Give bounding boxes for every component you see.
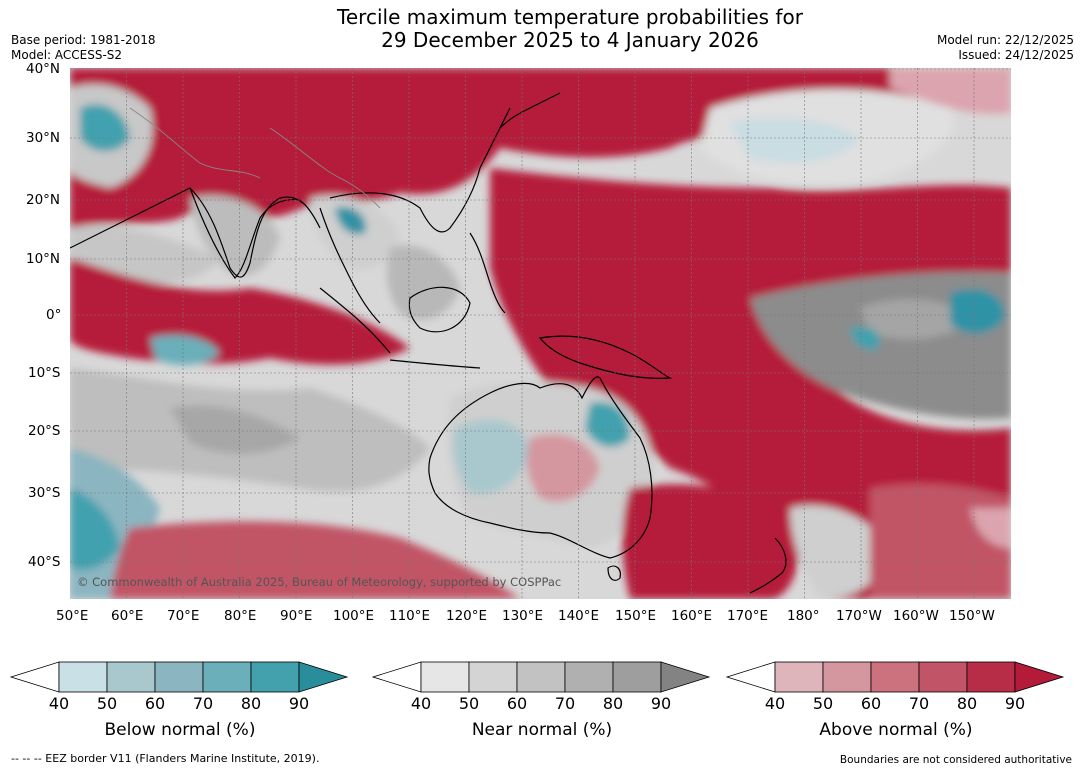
lon-label: 110°E (389, 608, 431, 624)
lon-label: 50°E (56, 608, 89, 624)
colorbar-segment (420, 661, 470, 693)
colorbar-ticks-near: 40 50 60 70 80 90 (372, 694, 712, 714)
tick-label: 80 (602, 694, 624, 713)
colorbar-segment (468, 661, 518, 693)
lat-label: 40°N (26, 61, 61, 77)
lon-label: 160°E (671, 608, 713, 624)
lon-label: 170°E (727, 608, 769, 624)
colorbar-extension-low (726, 661, 776, 693)
colorbar-extension-low (10, 661, 60, 693)
colorbar-ticks-below: 40 50 60 70 80 90 (10, 694, 350, 714)
tick-label: 90 (288, 694, 310, 713)
tick-label: 90 (1004, 694, 1026, 713)
colorbar-segment (106, 661, 156, 693)
lon-label: 100°E (333, 608, 375, 624)
colorbar-label-near: Near normal (%) (471, 720, 613, 740)
lon-label: 150°E (615, 608, 657, 624)
tick-label: 60 (144, 694, 166, 713)
colorbar-extension-low (372, 661, 422, 693)
colorbar-segment (822, 661, 872, 693)
coastlines (70, 92, 787, 594)
colorbar-ticks-above: 40 50 60 70 80 90 (726, 694, 1066, 714)
colorbar-label-above: Above normal (%) (819, 720, 973, 740)
model-name: Model: ACCESS-S2 (11, 48, 123, 62)
colorbar-label-below: Below normal (%) (104, 720, 256, 740)
lat-label: 30°S (28, 485, 61, 501)
tick-label: 60 (506, 694, 528, 713)
lat-label: 10°S (28, 365, 61, 381)
colorbar-above-normal (726, 661, 1065, 693)
map-title-line2: 29 December 2025 to 4 January 2026 (381, 28, 759, 52)
tick-label: 80 (956, 694, 978, 713)
lon-label: 80°E (224, 608, 257, 624)
lon-label: 160°W (893, 608, 939, 624)
colorbar-segment (58, 661, 108, 693)
lon-label: 90°E (280, 608, 313, 624)
boundaries-disclaimer: Boundaries are not considered authoritat… (839, 754, 1072, 766)
colorbar-segment (564, 661, 614, 693)
tick-label: 50 (458, 694, 480, 713)
tick-label: 50 (812, 694, 834, 713)
lon-label: 60°E (111, 608, 144, 624)
lat-label: 20°S (28, 423, 61, 439)
colorbar-extension-high (660, 661, 711, 693)
colorbar-segment (154, 661, 204, 693)
tick-label: 40 (764, 694, 786, 713)
lon-label: 130°E (502, 608, 544, 624)
colorbar-segment (202, 661, 252, 693)
tick-label: 70 (192, 694, 214, 713)
country-borders (129, 107, 381, 209)
tick-label: 40 (48, 694, 70, 713)
tick-label: 90 (650, 694, 672, 713)
lon-label: 120°E (446, 608, 488, 624)
probability-fields (70, 68, 1011, 599)
base-period: Base period: 1981-2018 (11, 33, 156, 47)
lat-label: 0° (46, 307, 62, 323)
colorbar-segment (774, 661, 824, 693)
lat-label: 10°N (26, 251, 61, 267)
lat-label: 20°N (26, 192, 61, 208)
lon-label: 150°W (949, 608, 995, 624)
meta-right: Model run: 22/12/2025 Issued: 24/12/2025 (937, 33, 1074, 63)
lat-label: 30°N (26, 130, 61, 146)
colorbar-segment (966, 661, 1016, 693)
lat-label: 40°S (28, 554, 61, 570)
colorbar-extension-high (1014, 661, 1065, 693)
lon-label: 140°E (558, 608, 600, 624)
probability-map: © Commonwealth of Australia 2025, Bureau… (70, 68, 1011, 599)
colorbar-segment (516, 661, 566, 693)
eez-border-note: -- -- -- EEZ border V11 (Flanders Marine… (11, 752, 320, 765)
colorbar-segment (918, 661, 968, 693)
colorbar-segment (250, 661, 300, 693)
colorbar-extension-high (298, 661, 349, 693)
tick-label: 40 (410, 694, 432, 713)
tick-label: 50 (96, 694, 118, 713)
graticule (70, 68, 1011, 599)
tick-label: 70 (908, 694, 930, 713)
colorbar-below-normal (10, 661, 349, 693)
colorbar-segment (870, 661, 920, 693)
tick-label: 70 (554, 694, 576, 713)
meta-left: Base period: 1981-2018 Model: ACCESS-S2 (11, 33, 156, 63)
lon-label: 170°W (836, 608, 882, 624)
tick-label: 60 (860, 694, 882, 713)
copyright-notice: © Commonwealth of Australia 2025, Bureau… (77, 575, 561, 589)
map-title-line1: Tercile maximum temperature probabilitie… (337, 5, 803, 29)
lon-label: 70°E (167, 608, 200, 624)
tick-label: 80 (240, 694, 262, 713)
colorbar-segment (612, 661, 662, 693)
issued-date: Issued: 24/12/2025 (958, 48, 1074, 62)
model-run: Model run: 22/12/2025 (936, 33, 1074, 47)
lon-label: 180° (787, 608, 820, 624)
colorbar-near-normal (372, 661, 711, 693)
